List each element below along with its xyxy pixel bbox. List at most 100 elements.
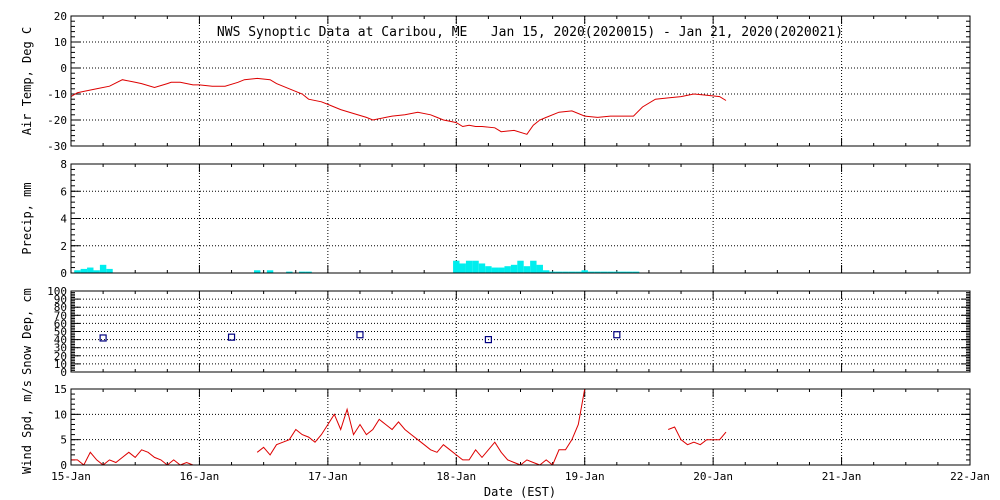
precip-bar <box>504 266 511 273</box>
y-tick-label: 0 <box>60 366 67 379</box>
precip-bar <box>478 263 486 273</box>
precip-bar <box>99 264 107 273</box>
snow-depth-marker <box>227 333 236 341</box>
y-tick-label: 80 <box>54 301 67 314</box>
wind-speed-line <box>668 426 727 446</box>
precip-bar <box>632 271 640 273</box>
precip-bar <box>587 271 595 273</box>
x-tick-label: 20-Jan <box>693 470 733 483</box>
precip-bar <box>74 270 81 273</box>
precip-axis-label: Precip, mm <box>20 182 34 254</box>
air-temp-frame <box>70 15 971 147</box>
y-tick-label: 30 <box>54 342 67 355</box>
x-tick-label: 19-Jan <box>565 470 605 483</box>
precip-bar <box>485 266 492 273</box>
precip-bar <box>453 260 460 273</box>
precip-bar <box>93 270 100 273</box>
precip-bar <box>581 270 588 273</box>
precip-bar <box>620 271 627 273</box>
precip-bar <box>555 271 563 273</box>
precip-bar <box>549 271 556 273</box>
precip-bar <box>80 268 88 273</box>
precip-bar <box>498 267 505 273</box>
precip-bar <box>106 268 113 273</box>
y-tick-label: 40 <box>54 334 67 347</box>
precip-bar <box>626 271 633 273</box>
precip-bar <box>517 260 524 273</box>
precip-bar <box>594 271 601 273</box>
air-temp-axis-label: Air Temp, Deg C <box>20 27 34 135</box>
x-tick-label: 17-Jan <box>308 470 348 483</box>
precip-bar <box>298 271 306 273</box>
x-axis-label: Date (EST) <box>484 485 556 499</box>
wind-speed-data <box>71 389 727 465</box>
precip-bar <box>465 260 473 273</box>
y-tick-label: 10 <box>54 408 67 421</box>
precip-bar <box>542 270 550 273</box>
precip-bar <box>562 271 569 273</box>
y-tick-label: 70 <box>54 309 67 322</box>
precip-data <box>74 260 640 273</box>
y-tick-label: -10 <box>47 88 67 101</box>
air-temp-panel: -30 -20 -10 0 10 20 Air Temp, Deg C <box>20 10 971 153</box>
snow-depth-marker <box>613 331 621 339</box>
x-tick-label: 21-Jan <box>822 470 862 483</box>
y-tick-label: 20 <box>54 350 67 363</box>
y-tick-label: 100 <box>47 285 67 298</box>
y-tick-label: 4 <box>60 213 67 226</box>
x-tick-label: 16-Jan <box>180 470 220 483</box>
y-tick-label: 2 <box>60 240 67 253</box>
precip-bar <box>536 264 543 273</box>
precip-bar <box>530 260 537 273</box>
wind-speed-line <box>256 389 604 465</box>
precip-bar <box>607 271 614 273</box>
chart-title: NWS Synoptic Data at Caribou, ME Jan 15,… <box>217 25 843 40</box>
precip-panel: 0 2 4 6 8 Precip, mm <box>20 158 971 280</box>
precip-bar <box>491 267 499 273</box>
precip-bar <box>523 266 531 273</box>
precip-bar <box>305 271 312 273</box>
snow-depth-frame <box>70 290 971 373</box>
y-tick-label: 15 <box>54 383 67 396</box>
snow-depth-marker <box>484 336 492 344</box>
snow-depth-marker <box>356 331 364 339</box>
y-tick-label: 5 <box>60 434 67 447</box>
wind-speed-line <box>71 449 200 465</box>
y-tick-label: 90 <box>54 293 67 306</box>
precip-bar <box>575 271 582 273</box>
snow-depth-marker <box>99 334 107 342</box>
y-tick-label: -30 <box>47 140 67 153</box>
y-tick-label: 10 <box>54 36 67 49</box>
y-tick-label: -20 <box>47 114 67 127</box>
y-tick-label: 20 <box>54 10 67 23</box>
snow-depth-axis-label: Snow Dep, cm <box>20 288 34 375</box>
precip-frame <box>70 163 971 274</box>
y-tick-label: 6 <box>60 185 67 198</box>
x-tick-label: 15-Jan <box>51 470 91 483</box>
precip-bar <box>613 271 621 273</box>
precip-bar <box>472 260 479 273</box>
wind-speed-axis-label: Wind Spd, m/s <box>20 380 34 474</box>
precip-bar <box>254 270 261 273</box>
y-tick-label: 0 <box>60 267 67 280</box>
y-tick-label: 0 <box>60 62 67 75</box>
precip-bar <box>459 263 466 273</box>
precip-bar <box>266 270 274 273</box>
y-tick-label: 8 <box>60 158 67 171</box>
wind-speed-panel: 0 5 10 15 Wind Spd, m/s <box>20 380 971 474</box>
precip-bar <box>510 264 518 273</box>
wind-speed-frame <box>70 388 971 466</box>
air-temp-data <box>71 77 727 135</box>
x-tick-label: 22-Jan <box>950 470 990 483</box>
air-temp-line <box>71 77 727 135</box>
y-tick-label: 60 <box>54 317 67 330</box>
y-tick-label: 10 <box>54 358 67 371</box>
x-tick-label: 18-Jan <box>436 470 476 483</box>
precip-bar <box>286 271 293 273</box>
precip-bar <box>87 267 94 273</box>
snow-depth-data <box>99 331 621 344</box>
y-tick-label: 50 <box>54 326 67 339</box>
precip-bar <box>600 271 608 273</box>
